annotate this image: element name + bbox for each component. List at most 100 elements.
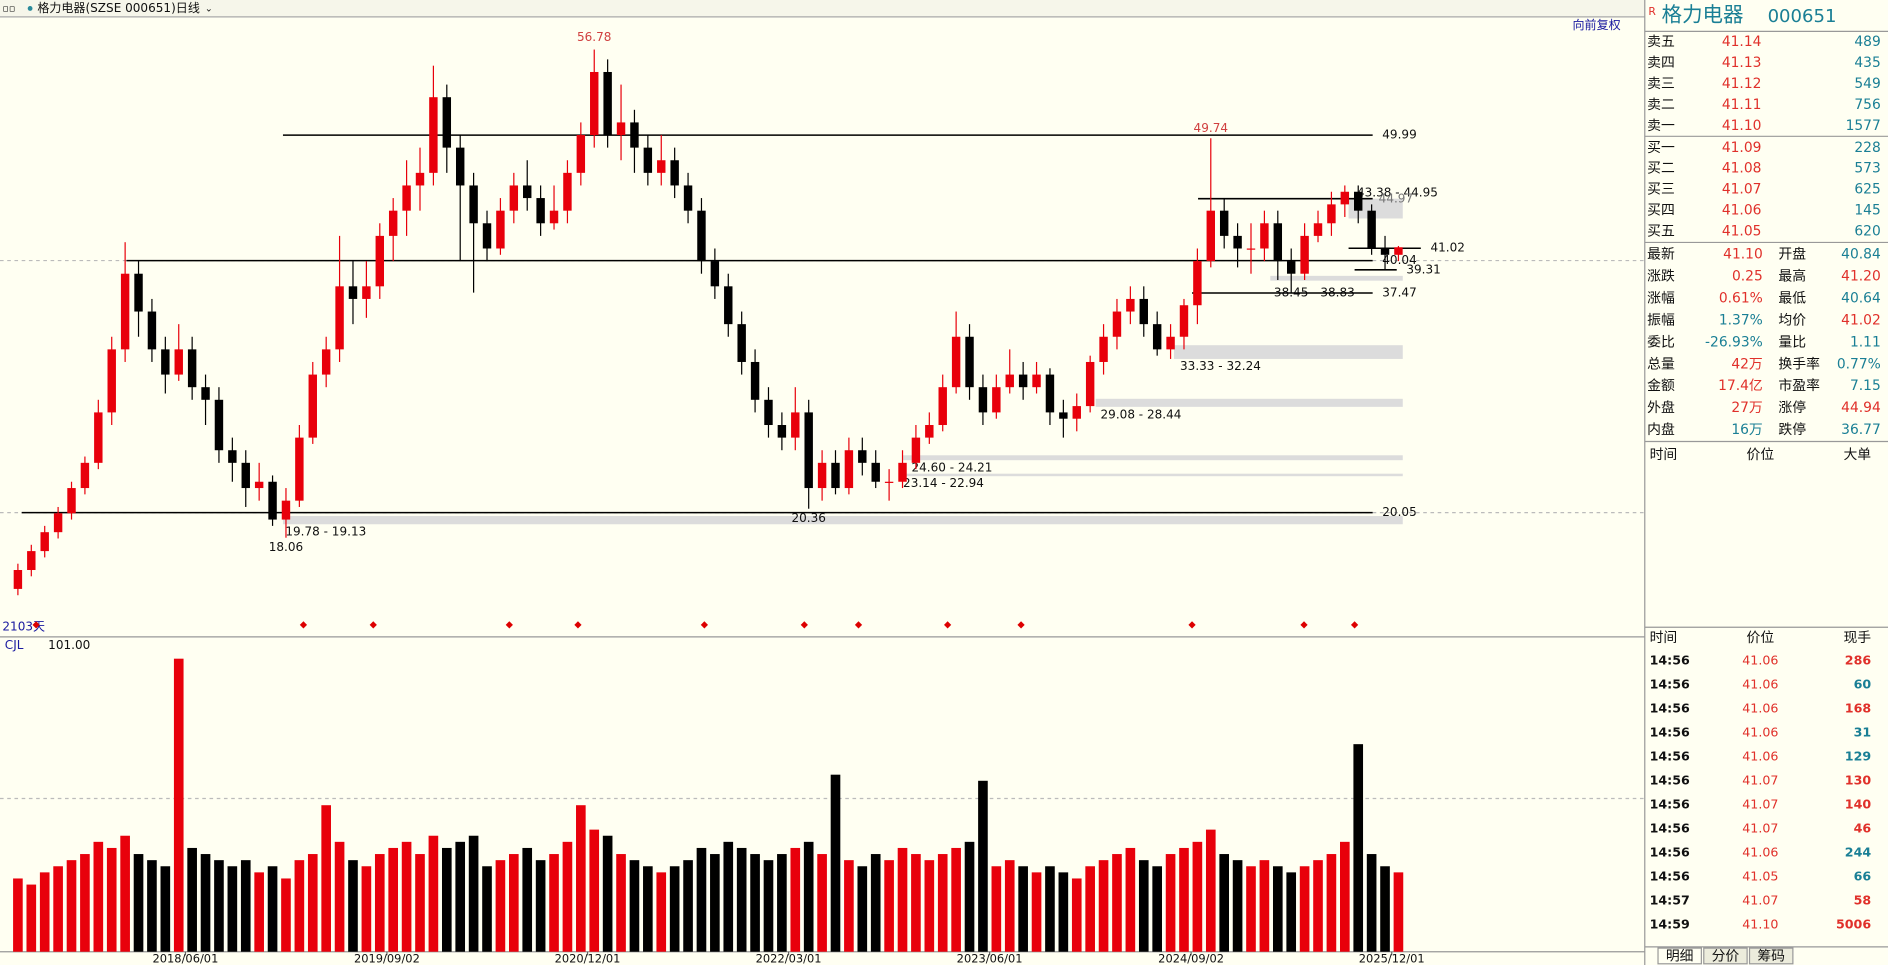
big-order-header: 时间 <box>1650 447 1678 463</box>
tab-label[interactable]: 筹码 <box>1757 948 1785 965</box>
toolbar-icon[interactable]: ▫▫ <box>2 3 15 14</box>
tick-price: 41.06 <box>1742 677 1778 692</box>
volume-bar <box>696 847 707 952</box>
flag: R <box>1648 5 1656 18</box>
chart-title: 格力电器(SZSE 000651) <box>37 0 175 15</box>
tick-price: 41.05 <box>1742 869 1778 884</box>
stat-label: 均价 <box>1778 312 1806 328</box>
stat-label: 市盈率 <box>1778 377 1820 394</box>
tick-price: 41.06 <box>1742 653 1778 668</box>
stat-label: 振幅 <box>1647 312 1675 328</box>
book-price: 41.06 <box>1722 203 1762 219</box>
zone <box>903 455 1403 461</box>
candle-body <box>1032 374 1041 388</box>
book-price: 41.12 <box>1722 76 1762 92</box>
adjust-mode[interactable]: 向前复权 <box>1573 17 1621 32</box>
stat-value: 40.64 <box>1841 290 1881 306</box>
candle-body <box>1045 374 1055 413</box>
candle-body <box>777 425 787 438</box>
ticks-header: 现手 <box>1843 630 1871 646</box>
candle-body <box>402 185 411 211</box>
dropdown-arrow[interactable]: ⌄ <box>205 3 213 14</box>
tick-volume: 60 <box>1854 677 1872 692</box>
candle-body <box>523 185 532 199</box>
candle-body <box>496 210 505 249</box>
candle-body <box>724 286 733 325</box>
volume-bar <box>1313 860 1323 952</box>
tab-label[interactable]: 分价 <box>1712 949 1740 965</box>
stat-label: 量比 <box>1778 334 1806 350</box>
volume-bar <box>589 829 600 952</box>
candle-body <box>1099 336 1108 362</box>
tick-time: 14:56 <box>1650 869 1690 884</box>
candle-body <box>750 361 760 400</box>
indicator-name[interactable]: CJL <box>5 638 24 652</box>
volume-bar <box>643 866 653 952</box>
tick-volume: 286 <box>1845 653 1872 668</box>
candle-body <box>817 462 827 489</box>
stat-label: 开盘 <box>1778 246 1806 263</box>
tab-label[interactable]: 明细 <box>1666 949 1694 965</box>
volume-bar <box>763 860 774 952</box>
candle-body <box>1340 191 1350 205</box>
candle-body <box>1246 248 1256 250</box>
candle-body <box>1327 204 1336 224</box>
candle-body <box>603 71 612 136</box>
volume-bar <box>1125 847 1136 952</box>
volume-bar <box>1165 854 1176 952</box>
volume-bar <box>964 841 975 952</box>
stat-label: 最高 <box>1778 267 1806 284</box>
book-price: 41.08 <box>1722 161 1762 177</box>
tab[interactable] <box>1703 947 1748 965</box>
book-price: 41.14 <box>1722 34 1762 50</box>
stat-label: 金额 <box>1647 378 1675 394</box>
level-label: 40.04 <box>1382 253 1416 267</box>
tab[interactable] <box>1748 947 1794 965</box>
tab[interactable] <box>1657 947 1702 965</box>
candle-body <box>469 185 478 224</box>
stat-label: 跌停 <box>1778 421 1806 438</box>
tick-time: 14:59 <box>1650 917 1690 932</box>
period-selector[interactable]: 日线 <box>176 1 200 15</box>
stat-label: 外盘 <box>1647 399 1675 416</box>
volume-bar <box>1192 841 1203 952</box>
stat-value: 44.94 <box>1841 400 1881 416</box>
book-volume: 435 <box>1854 55 1880 71</box>
zone-label: 24.60 - 24.21 <box>911 461 992 475</box>
x-tick-label: 2025/12/01 <box>1359 951 1425 965</box>
stock-code: 000651 <box>1768 6 1837 27</box>
extreme-label: 20.36 <box>791 511 825 525</box>
stat-value: 41.20 <box>1841 268 1881 284</box>
stat-label: 总量 <box>1647 356 1675 372</box>
candle-body <box>442 97 452 148</box>
candle-body <box>40 532 49 552</box>
tick-time: 14:56 <box>1650 725 1690 740</box>
tick-price: 41.06 <box>1742 749 1778 764</box>
x-tick-label: 2020/12/01 <box>555 951 621 965</box>
volume-bar <box>281 878 291 952</box>
candle-body <box>657 160 666 173</box>
tick-price: 41.10 <box>1742 917 1778 932</box>
candle-body <box>1219 210 1229 236</box>
zone <box>1270 275 1403 281</box>
event-markers <box>32 621 1359 629</box>
stat-value: 1.11 <box>1850 334 1881 350</box>
extreme-label: 49.74 <box>1194 121 1228 135</box>
volume-bar <box>267 866 278 952</box>
candle-body <box>80 462 90 489</box>
volume-bar <box>669 866 680 952</box>
volume-bar <box>1259 860 1270 952</box>
stat-label: 最低 <box>1778 290 1806 306</box>
volume-bar <box>1326 854 1337 952</box>
volume-bar <box>1071 878 1082 952</box>
stat-value: 27万 <box>1731 400 1762 416</box>
indicator-value: 101.00 <box>48 638 90 652</box>
volume-bar <box>562 841 573 952</box>
volume-bar <box>535 860 546 952</box>
volume-bar <box>790 847 801 952</box>
stat-value: 7.15 <box>1850 378 1881 394</box>
tick-time: 14:56 <box>1650 677 1690 692</box>
volume-bar <box>710 854 720 952</box>
volume-bar <box>455 841 466 952</box>
volume-bar <box>93 841 104 952</box>
